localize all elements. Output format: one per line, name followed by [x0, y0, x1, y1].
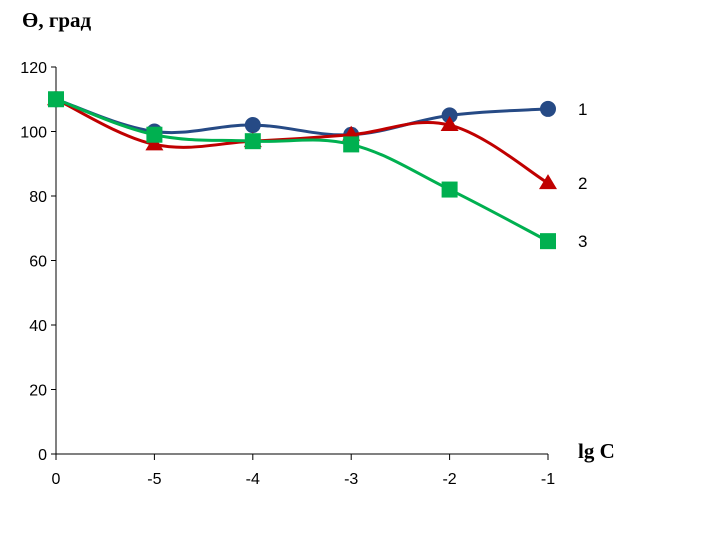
- y-tick-label: 40: [29, 318, 47, 335]
- y-axis-title: Ө, град: [22, 8, 92, 32]
- x-tick-label: -1: [541, 471, 555, 488]
- y-tick-label: 20: [29, 383, 47, 400]
- series-end-label: 3: [578, 232, 587, 251]
- series-line: [54, 97, 550, 185]
- data-point-triangle: [145, 135, 164, 151]
- data-point-square: [441, 181, 458, 198]
- data-point-square: [244, 133, 261, 150]
- series-2: 2: [47, 90, 587, 193]
- data-point-square: [343, 136, 360, 153]
- data-point-square: [146, 126, 163, 143]
- series-3: 3: [48, 91, 587, 251]
- series-line: [54, 97, 550, 137]
- x-tick-label: -3: [344, 471, 358, 488]
- x-tick-label: -4: [246, 471, 260, 488]
- y-tick-label: 60: [29, 254, 47, 271]
- y-tick-label: 80: [29, 189, 47, 206]
- y-tick-label: 120: [20, 60, 47, 77]
- x-axis-title: lg C: [578, 439, 615, 463]
- series-layer: 1 2 3: [47, 90, 587, 251]
- axes: 0 20 40 60 80 100 120 0 -5 -4 -3 -2 -1: [20, 60, 555, 488]
- x-tick-label: 0: [52, 471, 61, 488]
- data-point-square: [48, 91, 64, 108]
- y-tick-label: 0: [38, 447, 47, 464]
- y-tick-label: 100: [20, 125, 47, 142]
- data-point-circle: [441, 107, 458, 124]
- series-line: [54, 97, 550, 243]
- series-end-label: 2: [578, 174, 587, 193]
- data-point-triangle: [539, 174, 557, 190]
- x-tick-label: -2: [442, 471, 456, 488]
- data-point-triangle: [440, 116, 459, 132]
- x-tick-label: -5: [147, 471, 161, 488]
- series-end-label: 1: [578, 100, 587, 119]
- data-point-circle: [540, 100, 556, 117]
- data-point-circle: [244, 117, 261, 134]
- data-point-square: [540, 233, 556, 250]
